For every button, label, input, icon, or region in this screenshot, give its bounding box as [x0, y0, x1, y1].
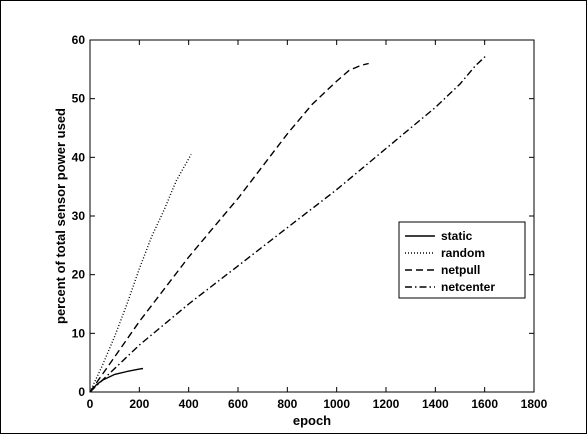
x-tick-label: 800: [277, 397, 297, 411]
y-tick-label: 10: [72, 326, 86, 340]
legend: static random netpull netcenter: [398, 221, 526, 299]
x-tick-label: 1200: [373, 397, 400, 411]
y-tick-label: 30: [72, 209, 86, 223]
y-tick-label: 0: [78, 385, 85, 399]
y-tick-label: 40: [72, 150, 86, 164]
legend-box: [398, 221, 526, 299]
series-line-random: [89, 154, 192, 393]
y-tick-label: 20: [72, 268, 86, 282]
x-tick-label: 600: [228, 397, 248, 411]
x-tick-label: 1800: [521, 397, 548, 411]
x-tick-label: 400: [179, 397, 199, 411]
y-tick-label: 60: [72, 33, 86, 47]
x-tick-label: 0: [87, 397, 94, 411]
y-axis-label: percent of total sensor power used: [53, 108, 68, 324]
series-line-static: [89, 367, 144, 393]
x-axis-label: epoch: [293, 413, 331, 428]
legend-label-netcenter: netcenter: [441, 280, 495, 294]
x-tick-label: 1400: [422, 397, 449, 411]
x-tick-label: 1000: [323, 397, 350, 411]
series-line-netpull: [89, 62, 369, 393]
y-tick-label: 50: [72, 92, 86, 106]
plot-area: [89, 39, 535, 393]
legend-label-random: random: [441, 246, 485, 260]
x-tick-label: 1600: [471, 397, 498, 411]
series-line-netcenter: [89, 54, 488, 393]
legend-label-netpull: netpull: [441, 263, 480, 277]
legend-label-static: static: [441, 229, 473, 243]
x-tick-label: 200: [129, 397, 149, 411]
